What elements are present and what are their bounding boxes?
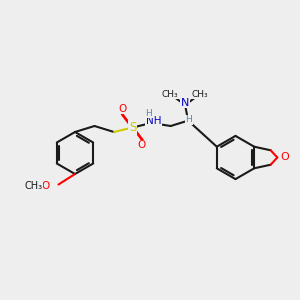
Text: CH₃: CH₃ xyxy=(162,90,178,99)
Text: O: O xyxy=(42,181,50,191)
Text: H: H xyxy=(146,109,152,118)
Text: NH: NH xyxy=(146,116,161,127)
Text: S: S xyxy=(129,121,136,134)
Text: O: O xyxy=(137,140,146,151)
Text: O: O xyxy=(119,104,127,114)
Text: N: N xyxy=(181,98,189,108)
Text: CH₃: CH₃ xyxy=(24,181,42,191)
Text: CH₃: CH₃ xyxy=(192,90,208,99)
Text: O: O xyxy=(280,152,289,163)
Text: H: H xyxy=(185,116,192,124)
